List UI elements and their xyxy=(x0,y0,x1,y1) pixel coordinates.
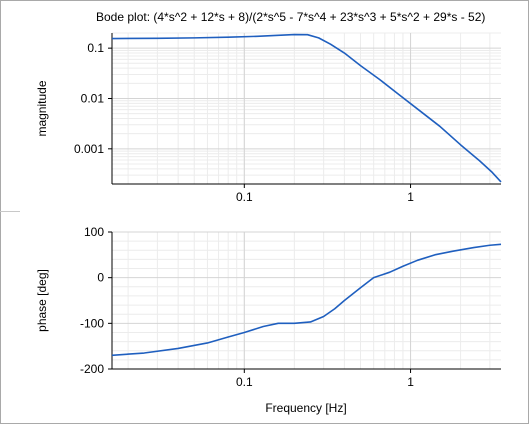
y-tick-label: 0.01 xyxy=(81,91,105,105)
magnitude-panel: 0.1 0.01 0.001 0.1 1 magnitude xyxy=(35,32,502,204)
magnitude-series-line xyxy=(111,33,502,183)
x-tick-label: 0.1 xyxy=(236,190,253,204)
y-tick-label: 0.001 xyxy=(74,142,104,156)
y-tick-label: -100 xyxy=(80,316,104,330)
y-tick-label: -200 xyxy=(80,362,104,376)
y-tick-label: 0 xyxy=(97,271,104,285)
x-tick-label: 1 xyxy=(407,375,414,389)
phase-panel: 100 0 -100 -200 0.1 1 phase [deg] xyxy=(35,225,502,389)
phase-series-line xyxy=(111,243,502,357)
x-tick-label: 0.1 xyxy=(236,375,253,389)
phase-axis-title: phase [deg] xyxy=(35,269,49,332)
splitter-line xyxy=(0,211,20,212)
chart-title: Bode plot: (4*s^2 + 12*s + 8)/(2*s^5 - 7… xyxy=(96,10,485,24)
y-tick-label: 100 xyxy=(84,225,104,239)
x-axis-title: Frequency [Hz] xyxy=(265,401,346,415)
x-tick-label: 1 xyxy=(407,190,414,204)
y-tick-label: 0.1 xyxy=(87,41,104,55)
magnitude-axis-title: magnitude xyxy=(35,80,49,136)
